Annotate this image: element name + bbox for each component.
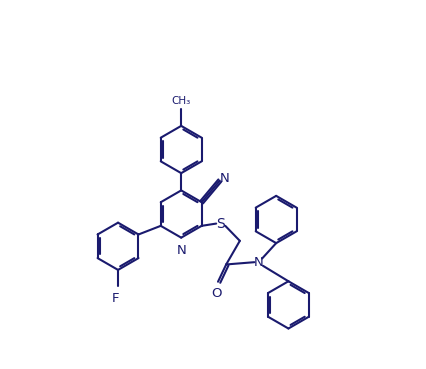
Text: N: N [220, 172, 230, 185]
Text: O: O [211, 287, 222, 300]
Text: N: N [254, 256, 264, 269]
Text: CH₃: CH₃ [172, 96, 191, 106]
Text: S: S [216, 217, 225, 231]
Text: F: F [112, 292, 120, 305]
Text: N: N [176, 244, 186, 256]
